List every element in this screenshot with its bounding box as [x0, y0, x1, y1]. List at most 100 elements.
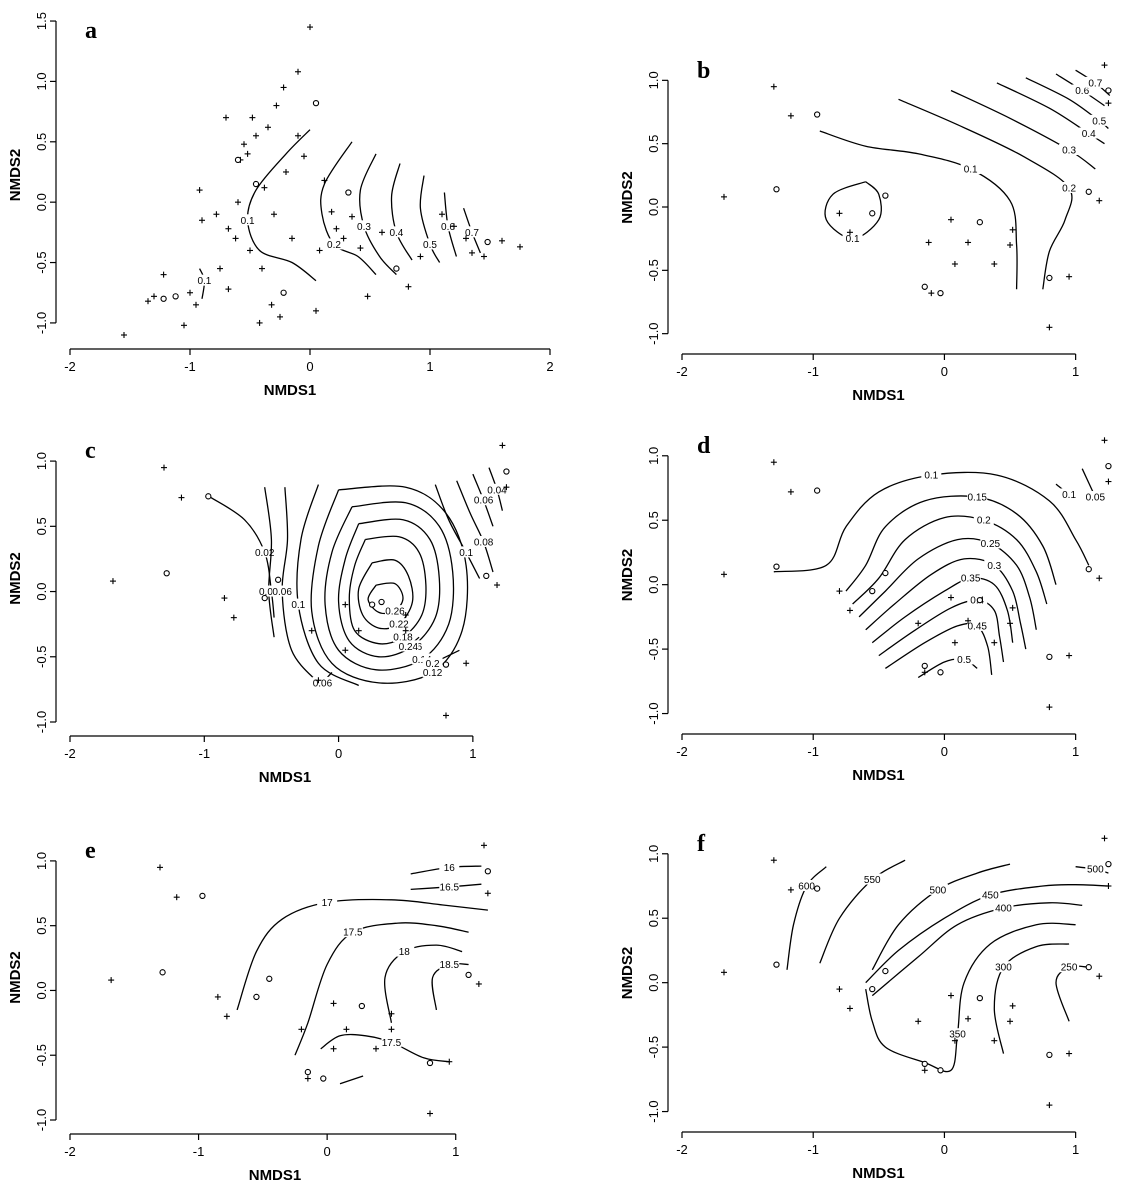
plus-point: [221, 595, 228, 602]
circle-point: [1046, 653, 1053, 660]
plus-point: [121, 332, 127, 338]
plus-point: [308, 627, 315, 634]
contour-line: [296, 484, 360, 687]
plus-point: [951, 639, 958, 646]
panel-a: -2 -1 0 1 2 -1.0 -0.5 0.0 0.5 1.0 1.5 NMDS1 NMDS2 a 0.…: [7, 12, 554, 399]
plus-point: [388, 1010, 395, 1017]
plus-point: [1009, 226, 1016, 233]
contour-label-bg: [993, 961, 1014, 973]
contour-label: 17.5: [382, 1038, 402, 1049]
contour-line: [865, 922, 1076, 1073]
contour-label-bg: [1078, 127, 1099, 139]
y-axis-label: NMDS2: [619, 549, 636, 602]
contour-label: 0.6: [1075, 86, 1089, 97]
contour-label: 0.4: [1082, 129, 1096, 140]
contour-label: 0.12: [423, 668, 443, 679]
contour-label: 18.5: [440, 960, 460, 971]
plus-point: [517, 243, 523, 250]
contour-label-bg: [473, 535, 494, 547]
contour-label-bg: [254, 546, 275, 558]
y-tick-label: 0.5: [646, 135, 661, 153]
panel-c: -2 -1 0 1 -1.0 -0.5 0.0 0.5 1.0 NMDS1 NMDS2 c 0.02 0.…: [7, 438, 510, 786]
plus-point: [196, 187, 203, 194]
contour-label: 350: [949, 1030, 966, 1041]
contour-label: 17.5: [343, 928, 363, 939]
circle-point: [1046, 274, 1053, 282]
plus-point: [720, 969, 727, 976]
contour-label: 550: [864, 875, 881, 886]
circle-point: [199, 892, 206, 900]
plus-point: [232, 235, 239, 242]
plus-point: [947, 992, 954, 999]
plus-point: [463, 235, 469, 242]
plus-point: [921, 669, 928, 676]
circle-point: [869, 210, 876, 217]
contour-label-bg: [420, 238, 440, 250]
contour-label: 450: [982, 891, 999, 902]
contour-label-bg: [398, 640, 419, 652]
plus-point: [481, 253, 487, 260]
circle-point: [393, 265, 400, 272]
plus-point: [145, 298, 151, 305]
contour-label: 500: [930, 885, 947, 896]
plus-point: [991, 639, 998, 646]
plus-point: [357, 245, 364, 252]
contour-label-bg: [272, 585, 293, 597]
contour-label: 0.1: [241, 216, 255, 227]
contour-label-bg: [1059, 182, 1080, 193]
contour-label: 0.08: [474, 537, 494, 548]
circle-point: [921, 283, 928, 290]
plus-point: [947, 594, 954, 601]
plus-point: [304, 1075, 311, 1082]
plus-point: [109, 578, 116, 585]
contour-label-bg: [422, 657, 443, 669]
plus-point: [836, 986, 843, 993]
plus-point: [475, 980, 482, 987]
plus-point: [1101, 437, 1108, 444]
contour-label: 18: [399, 947, 411, 958]
circle-point: [813, 111, 821, 118]
panel-letter: f: [697, 831, 706, 857]
contour-line: [264, 487, 275, 638]
circle-point: [976, 219, 984, 226]
y-tick-label: 0.0: [34, 583, 49, 601]
circle-point: [163, 570, 170, 577]
contour-label: 0.2: [426, 659, 440, 670]
plus-point: [241, 141, 247, 148]
contour-label-bg: [1059, 488, 1080, 500]
plus-point: [349, 213, 355, 220]
y-axis-label: NMDS2: [7, 951, 24, 1004]
y-tick-label: -0.5: [646, 1036, 661, 1058]
plus-point: [161, 464, 167, 471]
contour-line: [348, 535, 427, 645]
circle-point: [280, 289, 287, 296]
plus-point: [213, 211, 220, 218]
plus-point: [947, 216, 954, 223]
x-tick-label: 2: [546, 359, 553, 374]
plus-point: [1066, 1050, 1073, 1057]
plus-point: [720, 571, 727, 578]
plus-point: [199, 217, 205, 224]
contour-label-bg: [194, 274, 215, 286]
y-tick-label: 1.0: [34, 452, 49, 470]
contour-label-bg: [796, 880, 817, 891]
plus-point: [108, 977, 115, 984]
plus-point: [469, 249, 475, 256]
contour-label-bg: [438, 220, 458, 232]
contour-label: 0.4: [389, 228, 403, 239]
x-tick-label: 0: [941, 1142, 948, 1157]
plus-point: [787, 112, 794, 119]
contour-line: [1055, 965, 1089, 1022]
contour-label: 0.1: [846, 234, 860, 245]
circle-point: [345, 189, 352, 196]
contour-label: 0.35: [961, 574, 981, 585]
y-axis-label: NMDS2: [619, 947, 636, 1000]
x-tick-label: 1: [426, 359, 433, 374]
circle-point: [813, 885, 821, 892]
plus-point: [355, 627, 362, 634]
x-tick-label: 1: [1072, 744, 1079, 759]
contour-line: [993, 943, 1070, 1054]
y-tick-label: 0.5: [646, 909, 661, 927]
plus-point: [273, 102, 280, 109]
contour-label: 0.04: [487, 485, 507, 496]
